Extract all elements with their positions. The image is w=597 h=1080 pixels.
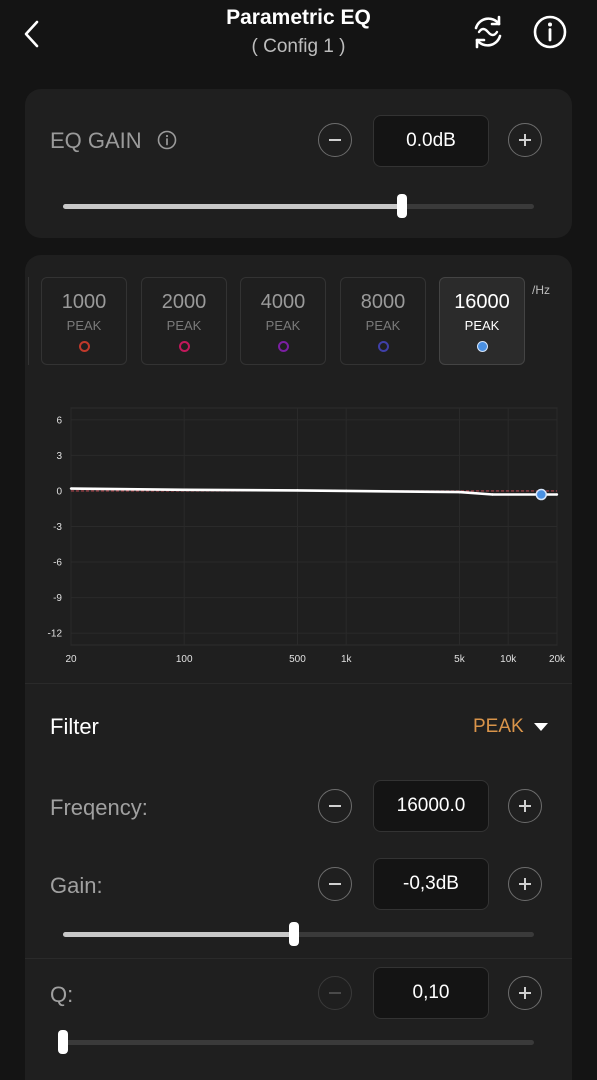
minus-icon (329, 883, 341, 885)
wave-compare-icon (474, 15, 502, 49)
band-color-dot (277, 341, 289, 352)
chart-data-point (345, 489, 348, 493)
frequency-label: Freqency: (50, 795, 148, 820)
filter-label: Filter (50, 714, 99, 739)
band-color-dot (78, 341, 90, 352)
chart-y-tick-label: 3 (56, 451, 62, 462)
back-button[interactable] (14, 16, 50, 52)
band-frequency: 2000 (161, 291, 207, 313)
chart-data-point (183, 488, 186, 491)
eq-gain-decrease-button[interactable] (318, 123, 352, 157)
info-icon (157, 130, 177, 150)
q-decrease-button[interactable] (318, 976, 352, 1010)
chart-data-point (69, 487, 73, 490)
chart-x-tick-label: 500 (289, 654, 306, 665)
compare-button[interactable] (468, 12, 508, 52)
eq-gain-slider-fill (63, 204, 402, 209)
chart-data-point (491, 493, 494, 496)
band-color-dot (476, 341, 488, 352)
eq-gain-card (25, 89, 572, 238)
band-filter-type: PEAK (464, 318, 500, 333)
frequency-increase-button[interactable] (508, 789, 542, 823)
band-unit-label: /Hz (532, 283, 550, 297)
chart-y-tick-label: -6 (53, 558, 62, 569)
chart-y-tick-label: -3 (53, 522, 62, 533)
band-filter-type: PEAK (265, 318, 301, 333)
eq-gain-label: EQ GAIN (50, 128, 142, 153)
minus-icon (329, 992, 341, 994)
chart-data-point (458, 490, 461, 494)
band-tab-16000[interactable]: 16000 PEAK (439, 277, 525, 365)
minus-icon (329, 139, 341, 141)
chart-y-tick-label: -12 (48, 629, 63, 640)
chart-y-tick-label: 6 (56, 415, 62, 426)
q-label: Q: (50, 982, 74, 1007)
band-frequency: 8000 (360, 291, 406, 313)
q-slider[interactable] (58, 1030, 534, 1054)
filter-type-dropdown[interactable]: PEAK (473, 716, 548, 738)
band-tab-2000[interactable]: 2000 PEAK (141, 277, 227, 365)
config-subtitle: ( Config 1 ) (251, 36, 346, 57)
eq-gain-slider[interactable] (63, 194, 534, 218)
chart-x-tick-label: 10k (500, 654, 517, 665)
info-button[interactable] (530, 12, 570, 52)
gain-increase-button[interactable] (508, 867, 542, 901)
page-title: Parametric EQ (226, 6, 371, 29)
chart-y-tick-label: 0 (56, 486, 62, 497)
band-frequency: 4000 (260, 291, 306, 313)
chart-x-tick-label: 20 (65, 654, 77, 665)
chart-y-tick-label: -9 (53, 593, 62, 604)
eq-gain-info-button[interactable] (157, 130, 177, 150)
band-tab-overflow-edge (25, 277, 29, 365)
divider (25, 683, 572, 684)
chart-x-tick-label: 1k (341, 654, 353, 665)
gain-slider[interactable] (63, 922, 534, 946)
chart-data-point (296, 489, 299, 492)
divider (25, 958, 572, 959)
eq-response-chart[interactable]: 6 3 0 -3 -6 -9 -12 20 100 500 1k 5k 10k 20k (30, 400, 567, 680)
caret-down-icon (533, 723, 548, 731)
minus-icon (329, 805, 341, 807)
chart-x-tick-label: 100 (176, 654, 193, 665)
gain-value[interactable]: -0,3dB (373, 858, 489, 910)
band-color-dot (178, 341, 190, 352)
q-value[interactable]: 0,10 (373, 967, 489, 1019)
gain-slider-thumb[interactable] (289, 922, 299, 946)
plus-icon (519, 987, 531, 999)
band-tab-8000[interactable]: 8000 PEAK (340, 277, 426, 365)
chart-response-line (70, 487, 557, 496)
band-tab-4000[interactable]: 4000 PEAK (240, 277, 326, 365)
gain-slider-fill (63, 932, 294, 937)
plus-icon (519, 800, 531, 812)
plus-icon (519, 878, 531, 890)
chevron-left-icon (24, 20, 39, 48)
frequency-value[interactable]: 16000.0 (373, 780, 489, 832)
frequency-decrease-button[interactable] (318, 789, 352, 823)
eq-gain-increase-button[interactable] (508, 123, 542, 157)
band-frequency: 16000 (454, 291, 510, 313)
plus-icon (519, 134, 531, 146)
band-filter-type: PEAK (166, 318, 202, 333)
band-tab-1000[interactable]: 1000 PEAK (41, 277, 127, 365)
eq-gain-slider-thumb[interactable] (397, 194, 407, 218)
chart-x-tick-label: 20k (549, 654, 566, 665)
q-increase-button[interactable] (508, 976, 542, 1010)
band-filter-type: PEAK (66, 318, 102, 333)
band-color-dot (377, 341, 389, 352)
gain-decrease-button[interactable] (318, 867, 352, 901)
q-slider-thumb[interactable] (58, 1030, 68, 1054)
chart-data-point (555, 493, 559, 496)
info-icon (533, 15, 567, 49)
chart-active-band-marker[interactable] (535, 488, 548, 501)
eq-gain-value[interactable]: 0.0dB (373, 115, 489, 167)
chart-x-tick-label: 5k (454, 654, 466, 665)
gain-label: Gain: (50, 873, 103, 898)
band-filter-type: PEAK (365, 318, 401, 333)
filter-type-value: PEAK (473, 716, 524, 737)
band-frequency: 1000 (61, 291, 107, 313)
